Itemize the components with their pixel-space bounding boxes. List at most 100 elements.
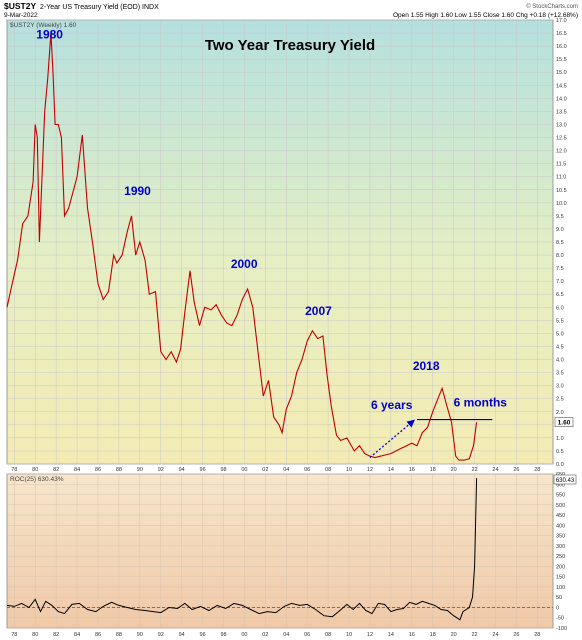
roc-x-tick-label: 02 <box>262 632 268 638</box>
stockcharts-credit: © StockCharts.com <box>526 3 578 10</box>
yield-y-tick-label: 7.5 <box>556 266 564 272</box>
yield-y-tick-label: 0.0 <box>556 462 564 468</box>
roc-x-tick-label: 00 <box>241 632 247 638</box>
yield-y-tick-label: 15.0 <box>556 70 567 76</box>
yield-x-tick-label: 82 <box>53 467 59 473</box>
yield-y-tick-label: 14.0 <box>556 96 567 102</box>
roc-x-tick-label: 12 <box>367 632 373 638</box>
yield-y-tick-label: 2.5 <box>556 397 564 403</box>
roc-x-tick-label: 10 <box>346 632 352 638</box>
roc-y-tick-label: 50 <box>556 595 562 601</box>
yield-annotation-label: 1980 <box>36 27 63 41</box>
yield-x-tick-label: 06 <box>304 467 310 473</box>
roc-x-tick-label: 96 <box>200 632 206 638</box>
roc-y-tick-label: 400 <box>556 523 565 529</box>
yield-y-tick-label: 11.5 <box>556 162 566 168</box>
roc-x-tick-label: 80 <box>32 632 38 638</box>
yield-x-tick-label: 18 <box>430 467 436 473</box>
roc-y-tick-label: 0 <box>556 605 559 611</box>
yield-y-tick-label: 15.5 <box>556 57 567 63</box>
yield-series-line <box>6 33 478 461</box>
yield-x-tick-label: 78 <box>11 467 17 473</box>
roc-x-tick-label: 92 <box>158 632 164 638</box>
yield-y-tick-label: 6.0 <box>556 305 564 311</box>
yield-y-tick-label: 14.5 <box>556 83 567 89</box>
roc-legend: ROC(25) 630.43% <box>10 476 64 483</box>
yield-x-tick-label: 92 <box>158 467 164 473</box>
yield-x-tick-label: 10 <box>346 467 352 473</box>
roc-x-tick-label: 98 <box>220 632 226 638</box>
yield-legend: $UST2Y (Weekly) 1.60 <box>10 22 77 29</box>
roc-x-tick-label: 86 <box>95 632 101 638</box>
yield-y-tick-label: 11.0 <box>556 175 566 181</box>
yield-x-tick-label: 00 <box>241 467 247 473</box>
yield-y-tick-label: 4.0 <box>556 358 564 364</box>
yield-y-tick-label: 12.0 <box>556 149 567 155</box>
yield-annotations: 1980 1990 2000 2007 2018 6 years 6 months <box>36 27 507 412</box>
roc-y-tick-label: 550 <box>556 493 565 499</box>
yield-y-tick-label: 9.5 <box>556 214 564 220</box>
roc-x-tick-label: 88 <box>116 632 122 638</box>
yield-y-tick-label: 4.5 <box>556 344 564 350</box>
yield-y-tick-label: 17.0 <box>556 18 567 24</box>
yield-panel: 0.00.51.01.52.02.53.03.54.04.55.05.56.06… <box>6 18 574 473</box>
roc-y-tick-label: 150 <box>556 575 565 581</box>
yield-y-tick-label: 16.5 <box>556 31 567 37</box>
yield-last-value: 1.60 <box>558 419 571 426</box>
yield-x-tick-label: 08 <box>325 467 331 473</box>
roc-x-tick-label: 14 <box>388 632 394 638</box>
roc-x-tick-label: 04 <box>283 632 289 638</box>
roc-x-tick-label: 08 <box>325 632 331 638</box>
roc-x-tick-label: 94 <box>179 632 185 638</box>
yield-x-tick-label: 12 <box>367 467 373 473</box>
yield-x-tick-label: 80 <box>32 467 38 473</box>
chart-description: 2-Year US Treasury Yield (EOD) INDX <box>40 4 159 11</box>
roc-y-tick-label: 100 <box>556 585 565 591</box>
roc-y-tick-label: 350 <box>556 534 565 540</box>
chart-date: 9-Mar-2022 <box>4 12 38 19</box>
yield-last-value-badge: 1.60 <box>554 417 574 428</box>
yield-x-tick-label: 02 <box>262 467 268 473</box>
six-year-dotted-arrow <box>369 419 416 458</box>
roc-y-tick-label: 600 <box>556 482 565 488</box>
roc-panel: -100 -50 0 50 100 150 200 250 300 350 400 450 500 550… <box>6 472 577 638</box>
roc-plot-area <box>6 473 554 629</box>
yield-y-tick-label: 10.0 <box>556 201 567 207</box>
yield-y-tick-label: 12.5 <box>556 136 567 142</box>
roc-x-tick-label: 82 <box>53 632 59 638</box>
roc-x-tick-label: 16 <box>409 632 415 638</box>
chart-symbol: $UST2Y <box>4 1 36 11</box>
roc-y-tick-label: -50 <box>556 616 564 622</box>
roc-x-tick-label: 84 <box>74 632 80 638</box>
yield-y-tick-label: 10.5 <box>556 188 567 194</box>
roc-x-tick-label: 24 <box>492 632 498 638</box>
yield-x-tick-label: 90 <box>137 467 143 473</box>
yield-x-tick-label: 98 <box>220 467 226 473</box>
roc-last-value: 630.43 <box>556 478 575 484</box>
yield-y-tick-label: 5.5 <box>556 318 564 324</box>
roc-last-value-badge: 630.43 <box>553 474 577 485</box>
yield-x-tick-label: 84 <box>74 467 80 473</box>
roc-y-tick-label: 500 <box>556 503 565 509</box>
yield-y-tick-label: 2.0 <box>556 410 564 416</box>
roc-y-tick-label: 450 <box>556 513 565 519</box>
roc-x-tick-label: 06 <box>304 632 310 638</box>
yield-y-tick-label: 8.5 <box>556 240 564 246</box>
roc-x-tick-label: 20 <box>451 632 457 638</box>
yield-y-tick-label: 13.5 <box>556 109 567 115</box>
yield-y-tick-label: 6.5 <box>556 292 564 298</box>
yield-y-tick-label: 16.0 <box>556 44 567 50</box>
yield-annotation-label: 2007 <box>305 304 332 318</box>
yield-annotation-label: 6 months <box>454 396 508 410</box>
yield-y-axis: 0.00.51.01.52.02.53.03.54.04.55.05.56.06… <box>556 18 567 468</box>
roc-y-tick-label: 250 <box>556 554 565 560</box>
yield-x-tick-label: 26 <box>513 467 519 473</box>
yield-x-tick-label: 86 <box>95 467 101 473</box>
roc-series-line <box>6 478 478 621</box>
roc-x-tick-label: 90 <box>137 632 143 638</box>
roc-y-tick-label: 200 <box>556 564 565 570</box>
roc-x-tick-label: 78 <box>11 632 17 638</box>
chart-title: Two Year Treasury Yield <box>205 37 375 54</box>
yield-y-tick-label: 9.0 <box>556 227 564 233</box>
roc-y-axis: -100 -50 0 50 100 150 200 250 300 350 400 450 500 550… <box>556 472 567 632</box>
